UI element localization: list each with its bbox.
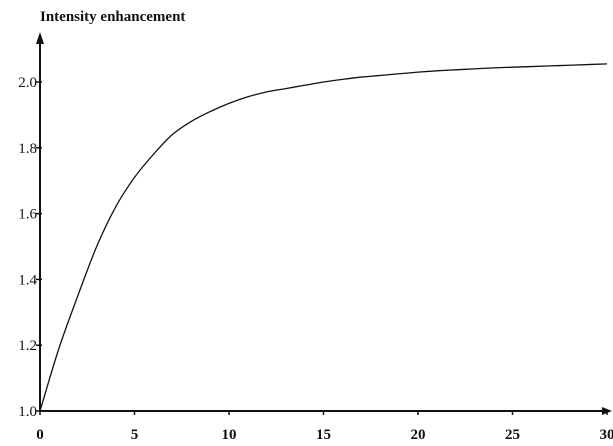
x-tick-label: 30	[600, 427, 613, 443]
x-tick-label: 25	[505, 427, 520, 443]
y-tick-label: 1.8	[18, 141, 37, 157]
y-tick-label: 1.4	[18, 272, 37, 288]
x-tick-label: 20	[411, 427, 426, 443]
ticks: 1.0 1.2 1.4 1.6 1.8 2.0 0 5 10 15 20 25 30	[18, 75, 613, 443]
y-axis-label: Intensity enhancement	[40, 9, 185, 25]
x-tick-label: 5	[131, 427, 139, 443]
y-tick-label: 1.0	[18, 404, 37, 420]
x-tick-label: 0	[36, 427, 44, 443]
y-axis-arrow	[36, 32, 44, 44]
y-tick-label: 1.6	[18, 207, 37, 223]
plot-area	[39, 63, 608, 412]
x-tick-label: 10	[222, 427, 237, 443]
y-tick-label: 2.0	[18, 75, 37, 91]
series-line-0	[39, 63, 608, 412]
y-tick-label: 1.2	[18, 338, 37, 354]
axes	[36, 32, 612, 415]
x-tick-label: 15	[316, 427, 331, 443]
